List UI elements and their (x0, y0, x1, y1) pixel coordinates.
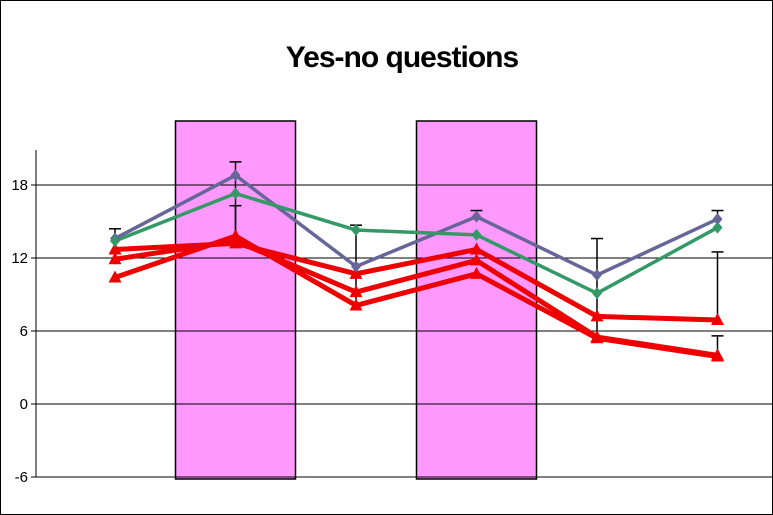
chart-title: Yes-no questions (286, 41, 519, 74)
highlight-band (415, 120, 538, 480)
data-point-triangle (470, 266, 483, 279)
data-point-triangle (229, 229, 242, 242)
series-line (112, 233, 720, 360)
series-markers (108, 169, 724, 362)
data-point-diamond (471, 228, 482, 241)
data-point-triangle (711, 313, 724, 326)
data-point-diamond (592, 287, 602, 300)
data-point-diamond (712, 221, 723, 234)
data-point-triangle (108, 270, 122, 283)
data-point-diamond (351, 224, 361, 237)
data-point-diamond (110, 234, 120, 247)
series-line (113, 173, 720, 277)
series-line (113, 191, 720, 296)
data-point-triangle (108, 242, 122, 255)
data-point-diamond (230, 169, 241, 182)
data-point-triangle (349, 285, 363, 298)
y-tick-label: -6 (15, 469, 28, 486)
y-tick-label: 6 (20, 323, 28, 340)
data-point-triangle (711, 349, 724, 362)
data-point-triangle (470, 242, 483, 255)
y-axis: -6 0 6 12 18 (11, 150, 37, 486)
data-point-triangle (108, 252, 122, 265)
data-point-diamond (592, 269, 602, 282)
data-point-diamond (471, 210, 482, 223)
data-point-diamond (230, 187, 241, 200)
series-lines (112, 173, 720, 360)
y-tick-label: 18 (11, 177, 28, 194)
gridlines (36, 184, 773, 478)
data-point-diamond (712, 213, 723, 226)
data-point-triangle (349, 298, 363, 311)
data-point-triangle (590, 309, 604, 322)
y-tick-label: 0 (20, 396, 28, 413)
data-point-triangle (470, 253, 483, 266)
data-point-triangle (349, 266, 363, 279)
y-tick-label: 12 (11, 250, 28, 267)
data-point-diamond (351, 260, 361, 273)
data-point-triangle (590, 331, 604, 344)
